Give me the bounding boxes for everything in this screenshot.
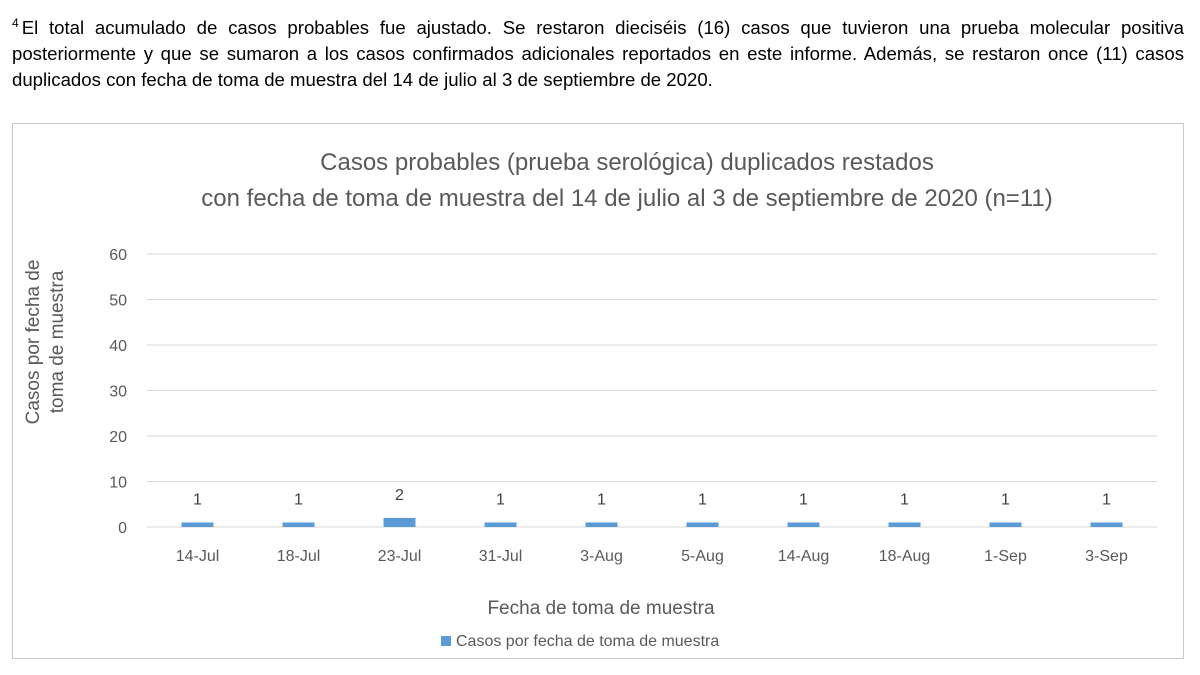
x-tick-label: 18-Aug xyxy=(879,548,931,565)
chart-title-line-2: con fecha de toma de muestra del 14 de j… xyxy=(201,185,1052,212)
legend: Casos por fecha de toma de muestra xyxy=(441,633,719,650)
data-label: 1 xyxy=(496,491,505,508)
y-tick-label: 30 xyxy=(109,384,127,401)
x-tick-label: 5-Aug xyxy=(681,548,724,565)
x-tick-label: 14-Jul xyxy=(176,548,220,565)
data-label: 1 xyxy=(597,491,606,508)
x-tick-label: 18-Jul xyxy=(277,548,321,565)
y-axis-title-line-2: toma de muestra xyxy=(47,270,68,413)
y-tick-label: 0 xyxy=(118,520,127,537)
y-tick-label: 50 xyxy=(109,293,127,310)
bar xyxy=(1090,522,1123,527)
legend-swatch xyxy=(441,636,451,646)
data-label: 1 xyxy=(294,491,303,508)
x-axis-ticks: 14-Jul 18-Jul 23-Jul 31-Jul 3-Aug 5-Aug 14-Aug… xyxy=(176,548,1128,565)
bar xyxy=(383,517,416,527)
chart-title-line-1: Casos probables (prueba serológica) dupl… xyxy=(320,149,934,176)
y-tick-label: 60 xyxy=(109,247,127,264)
bar xyxy=(686,522,719,527)
bar xyxy=(181,522,214,527)
bars xyxy=(181,517,1123,527)
data-label: 1 xyxy=(698,491,707,508)
data-label: 1 xyxy=(1001,491,1010,508)
gridlines xyxy=(147,253,1157,528)
footnote-marker: 4 xyxy=(12,16,19,30)
footnote-text: El total acumulado de casos probables fu… xyxy=(12,17,1184,90)
x-axis-title: Fecha de toma de muestra xyxy=(487,598,714,619)
x-tick-label: 1-Sep xyxy=(984,548,1027,565)
bar xyxy=(888,522,921,527)
y-tick-label: 10 xyxy=(109,475,127,492)
data-labels: 1 1 2 1 1 1 1 1 1 1 xyxy=(193,487,1111,509)
legend-label: Casos por fecha de toma de muestra xyxy=(456,633,719,650)
y-tick-label: 40 xyxy=(109,338,127,355)
y-axis-ticks: 0 10 20 30 40 50 60 xyxy=(109,247,127,537)
y-tick-label: 20 xyxy=(109,429,127,446)
footnote: 4 El total acumulado de casos probables f… xyxy=(12,10,1184,93)
x-tick-label: 14-Aug xyxy=(778,548,830,565)
x-tick-label: 23-Jul xyxy=(378,548,422,565)
chart-frame: Casos probables (prueba serológica) dupl… xyxy=(12,123,1184,659)
bar xyxy=(585,522,618,527)
x-tick-label: 3-Sep xyxy=(1085,548,1128,565)
data-label: 1 xyxy=(1102,491,1111,508)
bar xyxy=(484,522,517,527)
data-label: 1 xyxy=(799,491,808,508)
bar xyxy=(282,522,315,527)
x-tick-label: 3-Aug xyxy=(580,548,623,565)
y-axis-title-line-1: Casos por fecha de xyxy=(23,260,44,425)
y-axis-title: Casos por fecha de toma de muestra xyxy=(23,260,68,425)
data-label: 1 xyxy=(900,491,909,508)
x-tick-label: 31-Jul xyxy=(479,548,523,565)
bar xyxy=(787,522,820,527)
bar xyxy=(989,522,1022,527)
data-label: 1 xyxy=(193,491,202,508)
data-label: 2 xyxy=(395,487,404,504)
bar-chart: Casos probables (prueba serológica) dupl… xyxy=(23,149,1157,650)
